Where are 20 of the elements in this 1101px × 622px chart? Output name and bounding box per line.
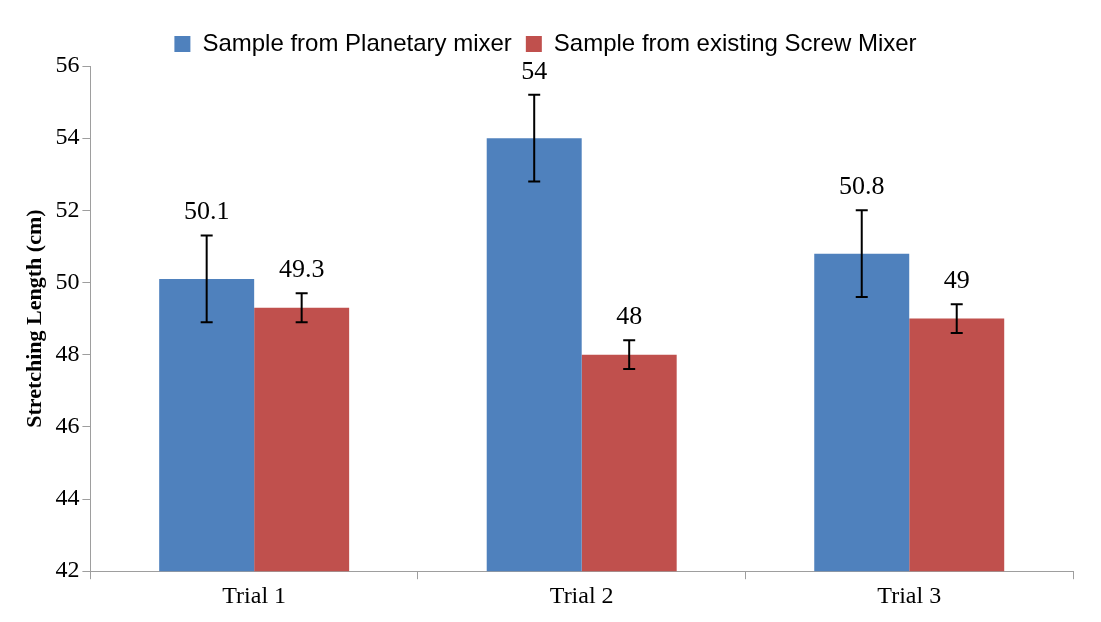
data-label: 54 <box>521 55 548 85</box>
data-label: 50.1 <box>183 196 230 226</box>
y-axis-title: Stretching Length (cm) <box>20 209 46 428</box>
y-tick-label: 50 <box>55 267 80 294</box>
data-label: 48 <box>616 301 643 331</box>
y-tick-label: 46 <box>55 412 80 439</box>
y-tick-label: 56 <box>55 51 80 78</box>
legend-label: Sample from Planetary mixer <box>202 28 512 56</box>
x-tick-label: Trial 1 <box>222 581 287 608</box>
data-label: 49 <box>943 264 970 294</box>
y-tick-label: 54 <box>55 123 80 150</box>
data-label: 50.8 <box>838 171 885 201</box>
y-tick-label: 42 <box>55 556 80 583</box>
y-tick-label: 52 <box>55 195 80 222</box>
x-tick-label: Trial 2 <box>549 581 614 608</box>
legend-label: Sample from existing Screw Mixer <box>553 28 917 56</box>
data-label: 49.3 <box>278 254 325 284</box>
y-tick-label: 48 <box>55 339 80 366</box>
x-tick-label: Trial 3 <box>877 581 942 608</box>
y-tick-label: 44 <box>55 484 80 511</box>
